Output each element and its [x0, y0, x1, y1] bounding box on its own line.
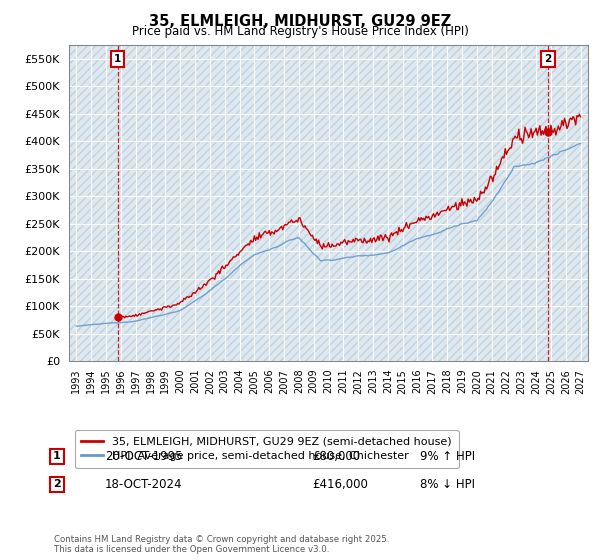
Text: 35, ELMLEIGH, MIDHURST, GU29 9EZ: 35, ELMLEIGH, MIDHURST, GU29 9EZ — [149, 14, 451, 29]
Text: 2: 2 — [53, 479, 61, 489]
Legend: 35, ELMLEIGH, MIDHURST, GU29 9EZ (semi-detached house), HPI: Average price, semi: 35, ELMLEIGH, MIDHURST, GU29 9EZ (semi-d… — [74, 430, 458, 468]
Text: 2: 2 — [544, 54, 551, 64]
Text: 9% ↑ HPI: 9% ↑ HPI — [420, 450, 475, 463]
Text: 1: 1 — [53, 451, 61, 461]
Text: Price paid vs. HM Land Registry's House Price Index (HPI): Price paid vs. HM Land Registry's House … — [131, 25, 469, 38]
Text: Contains HM Land Registry data © Crown copyright and database right 2025.
This d: Contains HM Land Registry data © Crown c… — [54, 535, 389, 554]
Text: 20-OCT-1995: 20-OCT-1995 — [105, 450, 182, 463]
Text: 8% ↓ HPI: 8% ↓ HPI — [420, 478, 475, 491]
Text: £416,000: £416,000 — [312, 478, 368, 491]
Text: 18-OCT-2024: 18-OCT-2024 — [105, 478, 182, 491]
Text: 1: 1 — [115, 54, 122, 64]
Text: £80,000: £80,000 — [312, 450, 360, 463]
